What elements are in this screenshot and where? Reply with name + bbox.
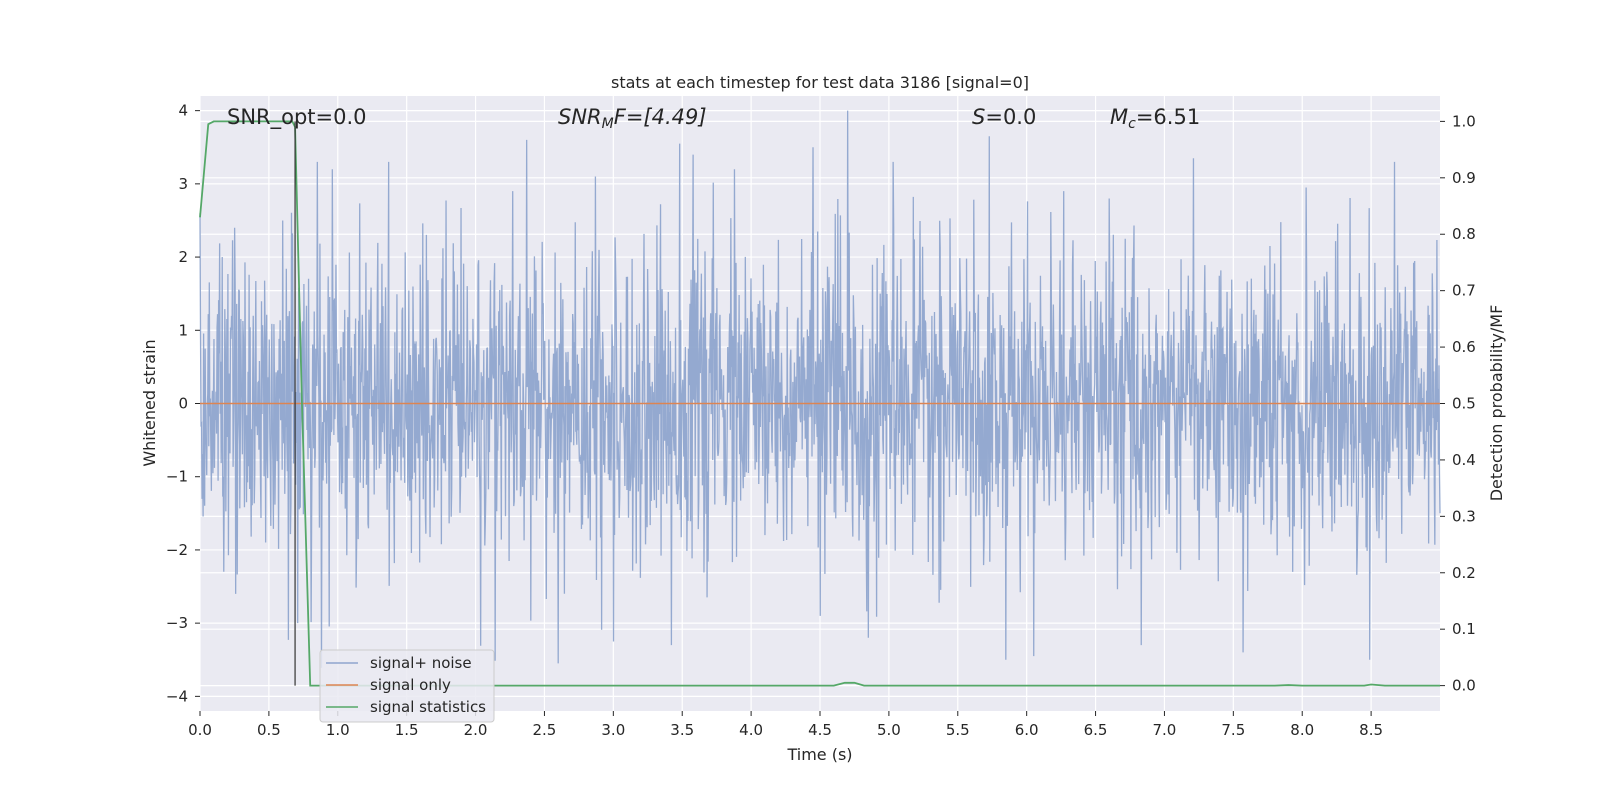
annotation-snr-mf: SNRMF=[4.49] [558, 105, 707, 132]
x-tick-label: 8.0 [1290, 721, 1314, 739]
x-tick-label: 6.0 [1015, 721, 1039, 739]
annotation-mc: Mc=6.51 [1110, 105, 1200, 132]
y-tick-label: 2 [178, 248, 188, 266]
annotation-snr-opt: SNR_opt=0.0 [227, 105, 367, 130]
legend-label-signal-only: signal only [370, 676, 451, 694]
x-tick-label: 4.0 [739, 721, 763, 739]
signal-statistics-line [199, 120, 1440, 687]
y2-tick-label: 0.8 [1452, 225, 1476, 243]
annotation-s: S=0.0 [972, 105, 1036, 129]
legend: signal+ noise signal only signal statist… [319, 649, 495, 723]
y-axis-label: Whitened strain [140, 339, 159, 466]
x-tick-label: 6.5 [1084, 721, 1108, 739]
y2-tick-label: 0.0 [1452, 677, 1476, 695]
y2-tick-label: 0.1 [1452, 620, 1476, 638]
legend-label-signal-noise: signal+ noise [370, 654, 472, 672]
s-label: S [972, 105, 985, 129]
y-tick-label: −4 [166, 687, 188, 705]
y2-tick-label: 0.7 [1452, 282, 1476, 300]
x-tick-label: 3.0 [601, 721, 625, 739]
y2-tick-label: 1.0 [1452, 112, 1476, 130]
x-tick-label: 5.5 [946, 721, 970, 739]
x-axis-ticks: 0.0 0.5 1.0 1.5 2.0 2.5 3.0 3.5 4.0 4.5 5.0 5.5 6.0 6… [188, 711, 1383, 739]
noise-line [199, 110, 1441, 668]
y2-tick-label: 0.2 [1452, 564, 1476, 582]
y2-tick-label: 0.4 [1452, 451, 1476, 469]
x-tick-label: 5.0 [877, 721, 901, 739]
y2-axis-label: Detection probability/MF [1487, 305, 1506, 502]
y2-tick-label: 0.5 [1452, 395, 1476, 413]
x-axis-label: Time (s) [786, 745, 852, 764]
snr-mf-base: SNR [558, 105, 602, 129]
y2-axis-ticks: 1.0 0.9 0.8 0.7 0.6 0.5 0.4 0.3 0.2 0.1 0.0 [1440, 112, 1476, 695]
x-tick-label: 4.5 [808, 721, 832, 739]
series-signal-statistics [199, 120, 1440, 687]
y-tick-label: 1 [178, 321, 188, 339]
legend-label-signal-statistics: signal statistics [370, 698, 486, 716]
y-tick-label: −3 [166, 614, 188, 632]
y2-tick-label: 0.6 [1452, 338, 1476, 356]
mc-base: M [1110, 105, 1128, 129]
x-tick-label: 7.5 [1221, 721, 1245, 739]
x-tick-label: 8.5 [1359, 721, 1383, 739]
x-tick-label: 3.5 [670, 721, 694, 739]
mc-value: =6.51 [1136, 105, 1200, 129]
x-tick-label: 0.0 [188, 721, 212, 739]
x-tick-label: 7.0 [1153, 721, 1177, 739]
y-axis-ticks: 4 3 2 1 0 −1 −2 −3 −4 [166, 102, 200, 705]
chart-title: stats at each timestep for test data 318… [611, 73, 1029, 92]
s-value: =0.0 [985, 105, 1036, 129]
snr-mf-tail: F=[4.49] [614, 105, 707, 129]
legend-box [319, 649, 495, 723]
x-tick-label: 1.5 [395, 721, 419, 739]
series-signal-noise [199, 110, 1441, 668]
y2-tick-label: 0.9 [1452, 169, 1476, 187]
y-tick-label: 0 [178, 395, 188, 413]
x-tick-label: 2.5 [533, 721, 557, 739]
y2-tick-label: 0.3 [1452, 507, 1476, 525]
mc-sub: c [1128, 116, 1136, 132]
y-tick-label: −2 [166, 541, 188, 559]
y-tick-label: 4 [178, 102, 188, 120]
y-tick-label: 3 [178, 175, 188, 193]
snr-mf-sub: M [602, 116, 614, 132]
x-tick-label: 0.5 [257, 721, 281, 739]
x-tick-label: 2.0 [464, 721, 488, 739]
x-tick-label: 1.0 [326, 721, 350, 739]
y-tick-label: −1 [166, 468, 188, 486]
